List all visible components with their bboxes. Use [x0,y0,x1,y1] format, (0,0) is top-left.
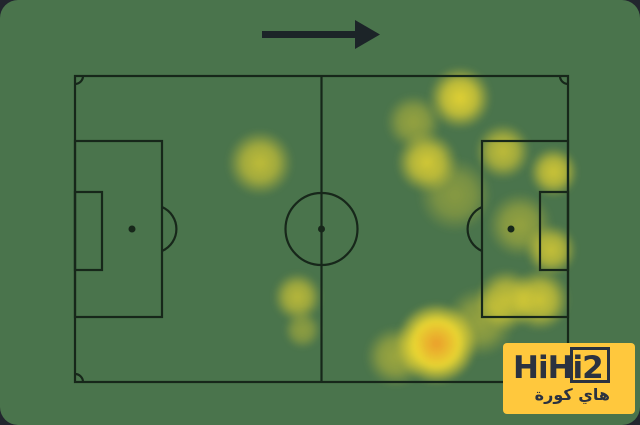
pitch-spots [128,225,515,233]
corner-arc-top-right [558,75,569,86]
logo-square-decoration [570,347,610,383]
right-penalty-spot [507,225,515,233]
corner-arc-top-left [74,75,85,86]
right-penalty-area [480,139,570,319]
left-penalty-arc [161,205,178,253]
logo-brand-suffix: 2 [582,350,604,386]
corner-arc-bottom-left [74,372,85,383]
left-goal-area [73,190,104,272]
left-penalty-spot [128,225,136,233]
hihi2-logo: HiHi2 هاي كورة [503,343,635,414]
direction-arrow-icon [262,20,380,49]
logo-arabic-subtitle: هاي كورة [534,385,610,404]
left-penalty-area [73,139,164,319]
right-penalty-arc [466,205,483,253]
right-goal-area [538,190,570,272]
logo-brand-text: HiHi2 [503,343,635,387]
right-arrow-shape [262,20,380,49]
centre-spot [318,225,325,233]
